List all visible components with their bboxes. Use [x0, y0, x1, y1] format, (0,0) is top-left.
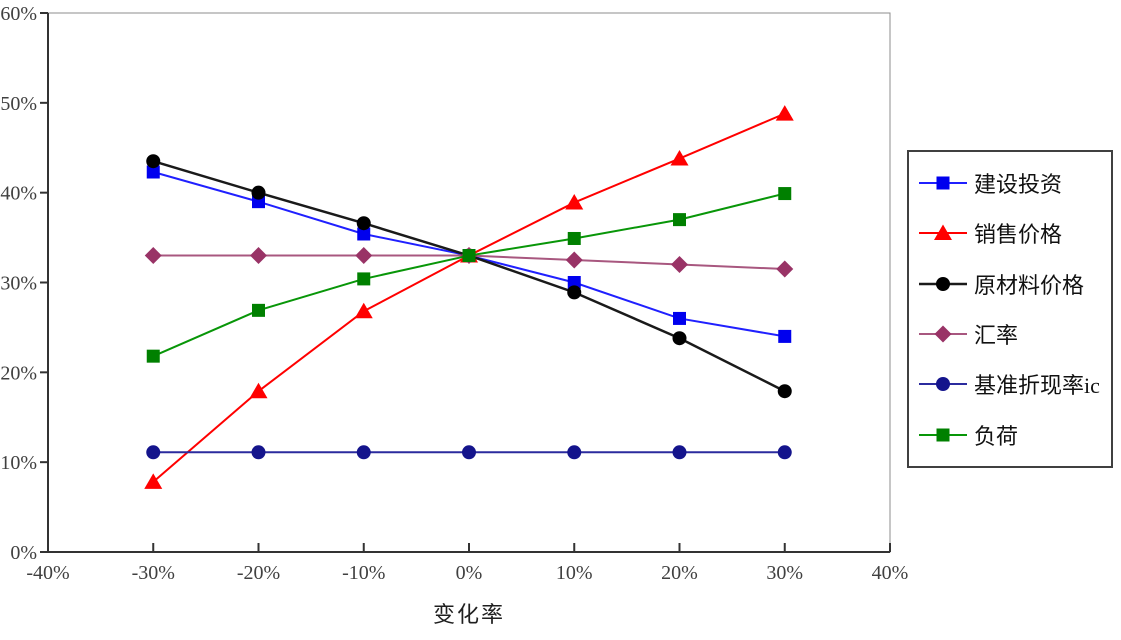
data-point-marker [251, 185, 266, 200]
series-4 [146, 445, 792, 460]
legend-item-3: 汇率 [919, 318, 1109, 350]
data-point-marker [462, 445, 476, 460]
data-point-marker [777, 445, 792, 460]
data-point-marker [567, 276, 581, 289]
data-point-marker [146, 154, 161, 169]
legend-marker-icon [919, 276, 967, 291]
legend-diamond-icon [934, 325, 952, 343]
data-point-marker [671, 256, 688, 274]
x-tick-label: 40% [872, 562, 909, 584]
data-point-marker [251, 445, 266, 460]
legend-item-2: 原材料价格 [919, 268, 1109, 300]
legend-marker-icon [919, 224, 967, 241]
legend-label: 原材料价格 [974, 272, 1085, 298]
x-tick-label: 0% [456, 562, 483, 584]
y-tick-label: 10% [0, 452, 37, 474]
data-point-marker [144, 473, 163, 489]
data-point-marker [672, 331, 687, 346]
legend-circle-icon [936, 377, 950, 392]
data-point-marker [146, 165, 160, 179]
series-line [152, 112, 786, 483]
data-point-marker [249, 382, 268, 399]
legend-item-4: 基准折现率ic [919, 368, 1109, 400]
data-point-marker [673, 311, 686, 325]
x-tick-label: 10% [556, 562, 593, 584]
x-tick-label: -40% [26, 562, 69, 584]
legend-marker-icon [919, 176, 967, 190]
legend-item-0: 建设投资 [919, 167, 1109, 199]
data-point-marker [252, 303, 265, 317]
x-tick-label: -10% [342, 562, 385, 584]
legend-label: 建设投资 [974, 172, 1063, 198]
legend-label: 基准折现率ic [974, 373, 1100, 399]
legend-marker-icon [919, 325, 967, 343]
legend-marker-icon [919, 428, 967, 442]
data-point-marker [778, 329, 792, 343]
data-point-marker [565, 251, 583, 269]
data-point-marker [462, 249, 476, 263]
series-line [152, 192, 785, 358]
legend-square-icon [936, 428, 950, 442]
legend-item-1: 销售价格 [919, 217, 1109, 249]
x-tick-label: -20% [237, 562, 280, 584]
legend-marker-icon [919, 377, 967, 392]
legend-label: 销售价格 [974, 222, 1063, 248]
x-axis-title: 变化率 [432, 602, 505, 627]
data-point-marker [356, 216, 371, 231]
legend-square-icon [936, 176, 950, 190]
data-point-marker [672, 445, 687, 460]
series-2 [146, 154, 792, 399]
x-tick-label: 20% [661, 562, 698, 584]
data-point-marker [357, 272, 371, 286]
legend-circle-icon [936, 276, 950, 291]
series-1 [144, 105, 794, 489]
data-point-marker [567, 285, 582, 300]
data-point-marker [357, 227, 371, 241]
y-tick-label: 60% [0, 3, 37, 25]
y-tick-label: 30% [0, 273, 37, 295]
data-point-marker [670, 150, 689, 166]
x-tick-label: -30% [132, 562, 175, 584]
data-point-marker [565, 194, 584, 210]
data-point-marker [775, 105, 794, 121]
data-point-marker [777, 384, 792, 399]
y-tick-label: 0% [10, 542, 37, 564]
data-point-marker [356, 445, 371, 460]
data-point-marker [567, 231, 581, 245]
legend-label: 汇率 [974, 323, 1019, 349]
data-point-marker [567, 445, 582, 460]
data-point-marker [146, 349, 160, 363]
legend-label: 负荷 [974, 423, 1019, 449]
data-point-marker [355, 247, 373, 265]
x-tick-label: 30% [766, 562, 803, 584]
y-tick-label: 50% [0, 93, 37, 115]
data-point-marker [673, 213, 686, 227]
y-tick-label: 20% [0, 362, 37, 384]
data-point-marker [146, 445, 161, 460]
legend-triangle-icon [934, 224, 952, 241]
data-point-marker [354, 302, 373, 319]
legend-item-5: 负荷 [919, 419, 1109, 451]
y-tick-label: 40% [0, 183, 37, 205]
series-5 [146, 187, 792, 363]
data-point-marker [778, 187, 792, 201]
data-point-marker [776, 260, 794, 278]
series-line [152, 160, 786, 393]
chart-legend: 建设投资销售价格原材料价格汇率基准折现率ic 负荷 [907, 150, 1113, 468]
data-point-marker [144, 247, 162, 265]
plot-border [47, 12, 891, 553]
data-point-marker [250, 247, 267, 265]
